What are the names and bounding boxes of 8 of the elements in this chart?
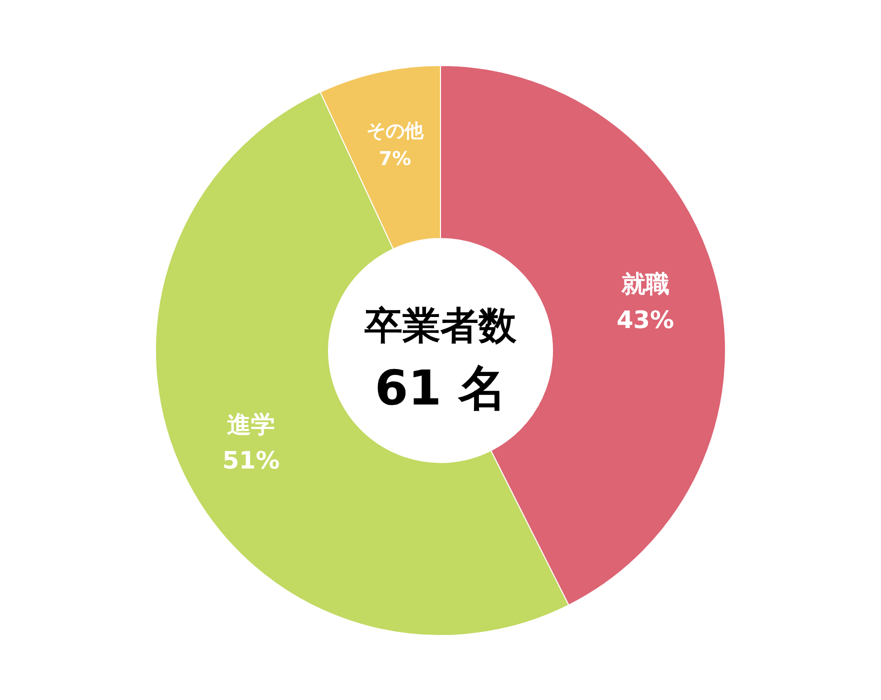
slice-label: 進学 [227,410,276,438]
data-label: 51% [222,446,280,474]
text: 61 名 [374,360,506,416]
text: 卒業者数 [364,304,518,348]
data-label: 7% [378,148,412,170]
slice-label: 就職 [620,270,670,298]
slice-label: その他 [366,120,425,142]
data-label: 43% [616,306,674,334]
